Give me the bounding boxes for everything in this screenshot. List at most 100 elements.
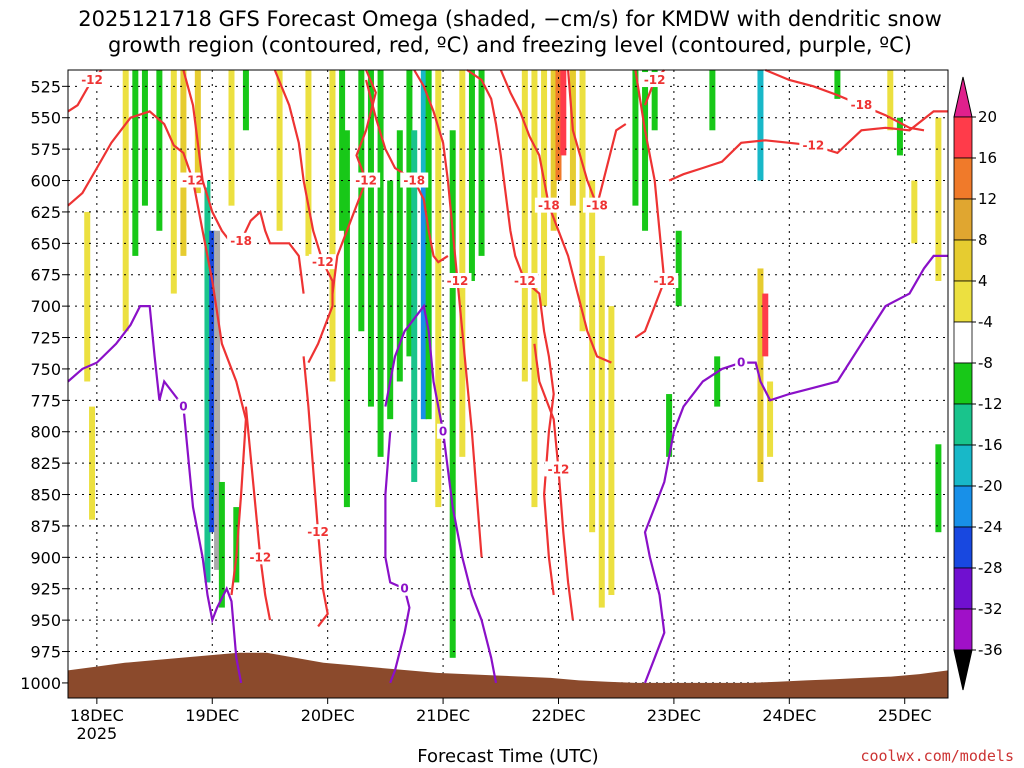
y-tick-label-3: 600 — [30, 172, 61, 191]
y-tick-label-10: 775 — [30, 391, 61, 410]
red-contour-line-8 — [413, 69, 483, 558]
purple-contour-label-2: 0 — [400, 582, 408, 596]
red-contour-label-bg-15 — [799, 137, 828, 153]
omega-region-49 — [651, 70, 658, 131]
colorbar-swatch-2 — [953, 198, 973, 241]
colorbar-label-0: 20 — [978, 108, 997, 126]
colorbar-swatch-6 — [953, 362, 973, 405]
x-axis-title: Forecast Time (UTC) — [417, 746, 598, 767]
omega-region-33 — [459, 70, 466, 457]
omega-region-20 — [343, 130, 350, 508]
y-tick-label-8: 725 — [30, 329, 61, 348]
colorbar-label-12: -32 — [978, 600, 1003, 618]
omega-shading — [84, 70, 942, 658]
colorbar-label-3: 8 — [978, 231, 988, 249]
red-contour-label-bg-9 — [510, 273, 539, 289]
red-contour-label-bg-14 — [640, 72, 669, 88]
x-tick-label-4: 22DEC — [532, 706, 586, 725]
red-contour-label-bg-12 — [582, 197, 611, 213]
omega-region-38 — [541, 70, 548, 307]
colorbar-swatch-1 — [953, 157, 973, 200]
red-contour-label-16: -18 — [851, 98, 873, 112]
omega-region-61 — [911, 180, 918, 244]
omega-region-36 — [521, 70, 528, 382]
red-contour-label-bg-16 — [847, 97, 876, 113]
omega-region-32 — [449, 130, 456, 658]
omega-region-8 — [194, 70, 201, 194]
omega-region-24 — [387, 180, 394, 420]
red-contour-label-13: -12 — [653, 274, 675, 288]
red-contour-label-12: -18 — [586, 199, 608, 213]
omega-region-50 — [666, 394, 673, 457]
y-tick-label-12: 825 — [30, 454, 61, 473]
omega-region-12 — [218, 481, 225, 608]
colorbar-label-2: 12 — [978, 190, 997, 208]
red-contour-label-9: -12 — [514, 274, 536, 288]
red-contour-label-8: -12 — [447, 274, 469, 288]
y-tick-label-7: 700 — [30, 297, 61, 316]
red-contour-label-10: -18 — [538, 199, 560, 213]
colorbar-label-4: 4 — [978, 272, 988, 290]
omega-region-48 — [642, 70, 649, 231]
colorbar-swatch-9 — [953, 485, 973, 528]
red-contour-label-6: -12 — [355, 174, 377, 188]
colorbar-swatch-10 — [953, 526, 973, 569]
purple-contours: 0 0 0 0 — [67, 254, 948, 684]
red-contour-label-bg-1 — [179, 172, 208, 188]
omega-region-7 — [180, 70, 187, 256]
omega-region-41 — [560, 70, 567, 156]
credit-text[interactable]: coolwx.com/models — [860, 747, 1014, 765]
y-tick-label-2: 575 — [30, 140, 61, 159]
y-tick-label-9: 750 — [30, 360, 61, 379]
purple-contour-line-3 — [643, 254, 948, 684]
omega-region-30 — [425, 70, 432, 420]
red-contour-label-bg-0 — [78, 72, 107, 88]
colorbar-label-7: -12 — [978, 395, 1003, 413]
y-tick-label-13: 850 — [30, 486, 61, 505]
red-contour-label-bg-7 — [400, 172, 429, 188]
plot-frame — [67, 69, 949, 699]
omega-region-57 — [767, 381, 774, 457]
omega-region-26 — [406, 70, 413, 357]
purple-contour-label-0: 0 — [179, 400, 187, 414]
y-tick-label-1: 550 — [30, 109, 61, 128]
colorbar: 20 16 12 8 4 -4 -8 -12 -16 -20 -24 -28 -32 -36 — [953, 76, 1003, 691]
red-contour-line-4 — [244, 406, 272, 621]
red-contour-label-5: -12 — [307, 525, 329, 539]
omega-region-25 — [396, 130, 403, 382]
red-contour-label-bg-13 — [650, 273, 679, 289]
omega-region-10 — [209, 230, 216, 533]
red-contour-label-bg-8 — [443, 273, 472, 289]
omega-region-56 — [762, 293, 769, 357]
red-contour-label-2: -18 — [230, 234, 252, 248]
omega-region-55 — [757, 268, 764, 482]
omega-region-42 — [569, 70, 576, 206]
red-contour-line-3 — [273, 69, 334, 364]
omega-region-4 — [141, 70, 148, 206]
colorbar-swatch-0 — [953, 116, 973, 159]
terrain-fill — [68, 652, 948, 698]
omega-region-18 — [329, 70, 336, 382]
colorbar-label-8: -16 — [978, 436, 1003, 454]
omega-region-51 — [675, 230, 682, 307]
y-tick-label-4: 625 — [30, 203, 61, 222]
colorbar-label-13: -36 — [978, 641, 1003, 659]
x-tick-label-5: 23DEC — [647, 706, 701, 725]
colorbar-swatch-7 — [953, 403, 973, 446]
omega-region-39 — [550, 70, 557, 231]
omega-region-3 — [132, 70, 139, 256]
omega-region-21 — [358, 70, 365, 332]
terrain-area — [68, 652, 948, 698]
omega-region-31 — [435, 70, 442, 508]
omega-region-54 — [757, 70, 764, 181]
omega-region-59 — [887, 70, 894, 131]
red-contour-label-bg-4 — [246, 549, 275, 565]
y-tick-label-16: 925 — [30, 580, 61, 599]
omega-region-22 — [367, 70, 374, 407]
y-tick-label-18: 975 — [30, 643, 61, 662]
y-axis: 525 550 575 600 625 650 675 700 725 750 775 800 825 8… — [20, 77, 68, 693]
colorbar-swatch-8 — [953, 444, 973, 487]
purple-contour-label-1: 0 — [439, 425, 447, 439]
omega-region-15 — [242, 70, 249, 131]
